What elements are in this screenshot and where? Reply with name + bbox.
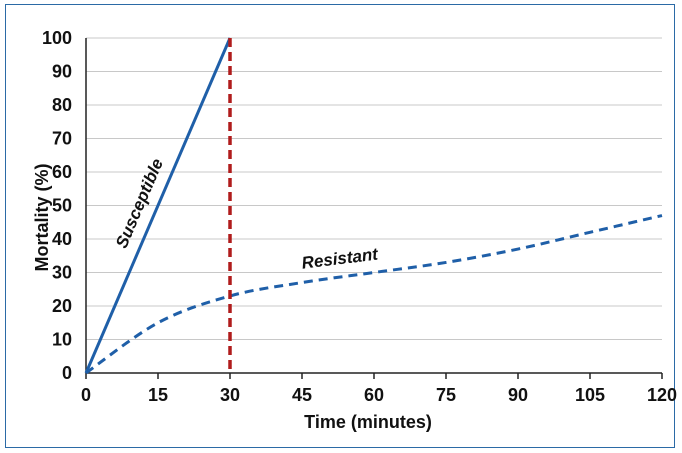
chart-frame — [5, 4, 675, 448]
y-tick-label: 90 — [52, 62, 72, 82]
series-layer — [84, 37, 663, 375]
x-tick-label: 120 — [647, 385, 677, 405]
x-tick-label: 60 — [364, 385, 384, 405]
y-axis-title: Mortality (%) — [32, 163, 52, 271]
y-tick-label: 80 — [52, 95, 72, 115]
y-tick-label: 100 — [42, 28, 72, 48]
y-tick-label: 60 — [52, 162, 72, 182]
y-tick-labels: 0 10 20 30 40 50 60 70 80 90 100 — [42, 28, 72, 383]
y-tick-label: 40 — [52, 229, 72, 249]
y-tick-label: 50 — [52, 196, 72, 216]
y-tick-label: 0 — [62, 363, 72, 383]
y-tick-label: 20 — [52, 296, 72, 316]
x-tick-label: 90 — [508, 385, 528, 405]
x-axis-title: Time (minutes) — [304, 412, 432, 432]
x-tick-label: 15 — [148, 385, 168, 405]
y-tick-label: 70 — [52, 129, 72, 149]
x-tick-label: 75 — [436, 385, 456, 405]
x-tick-labels: 0 15 30 45 60 75 90 105 120 — [81, 373, 677, 405]
x-tick-label: 45 — [292, 385, 312, 405]
series-label-resistant: Resistant — [301, 244, 381, 272]
grid-layer — [86, 37, 662, 340]
y-tick-label: 30 — [52, 263, 72, 283]
x-tick-label: 30 — [220, 385, 240, 405]
y-tick-label: 10 — [52, 330, 72, 350]
series-line-susceptible — [84, 37, 232, 374]
x-tick-label: 105 — [575, 385, 605, 405]
x-tick-label: 0 — [81, 385, 91, 405]
